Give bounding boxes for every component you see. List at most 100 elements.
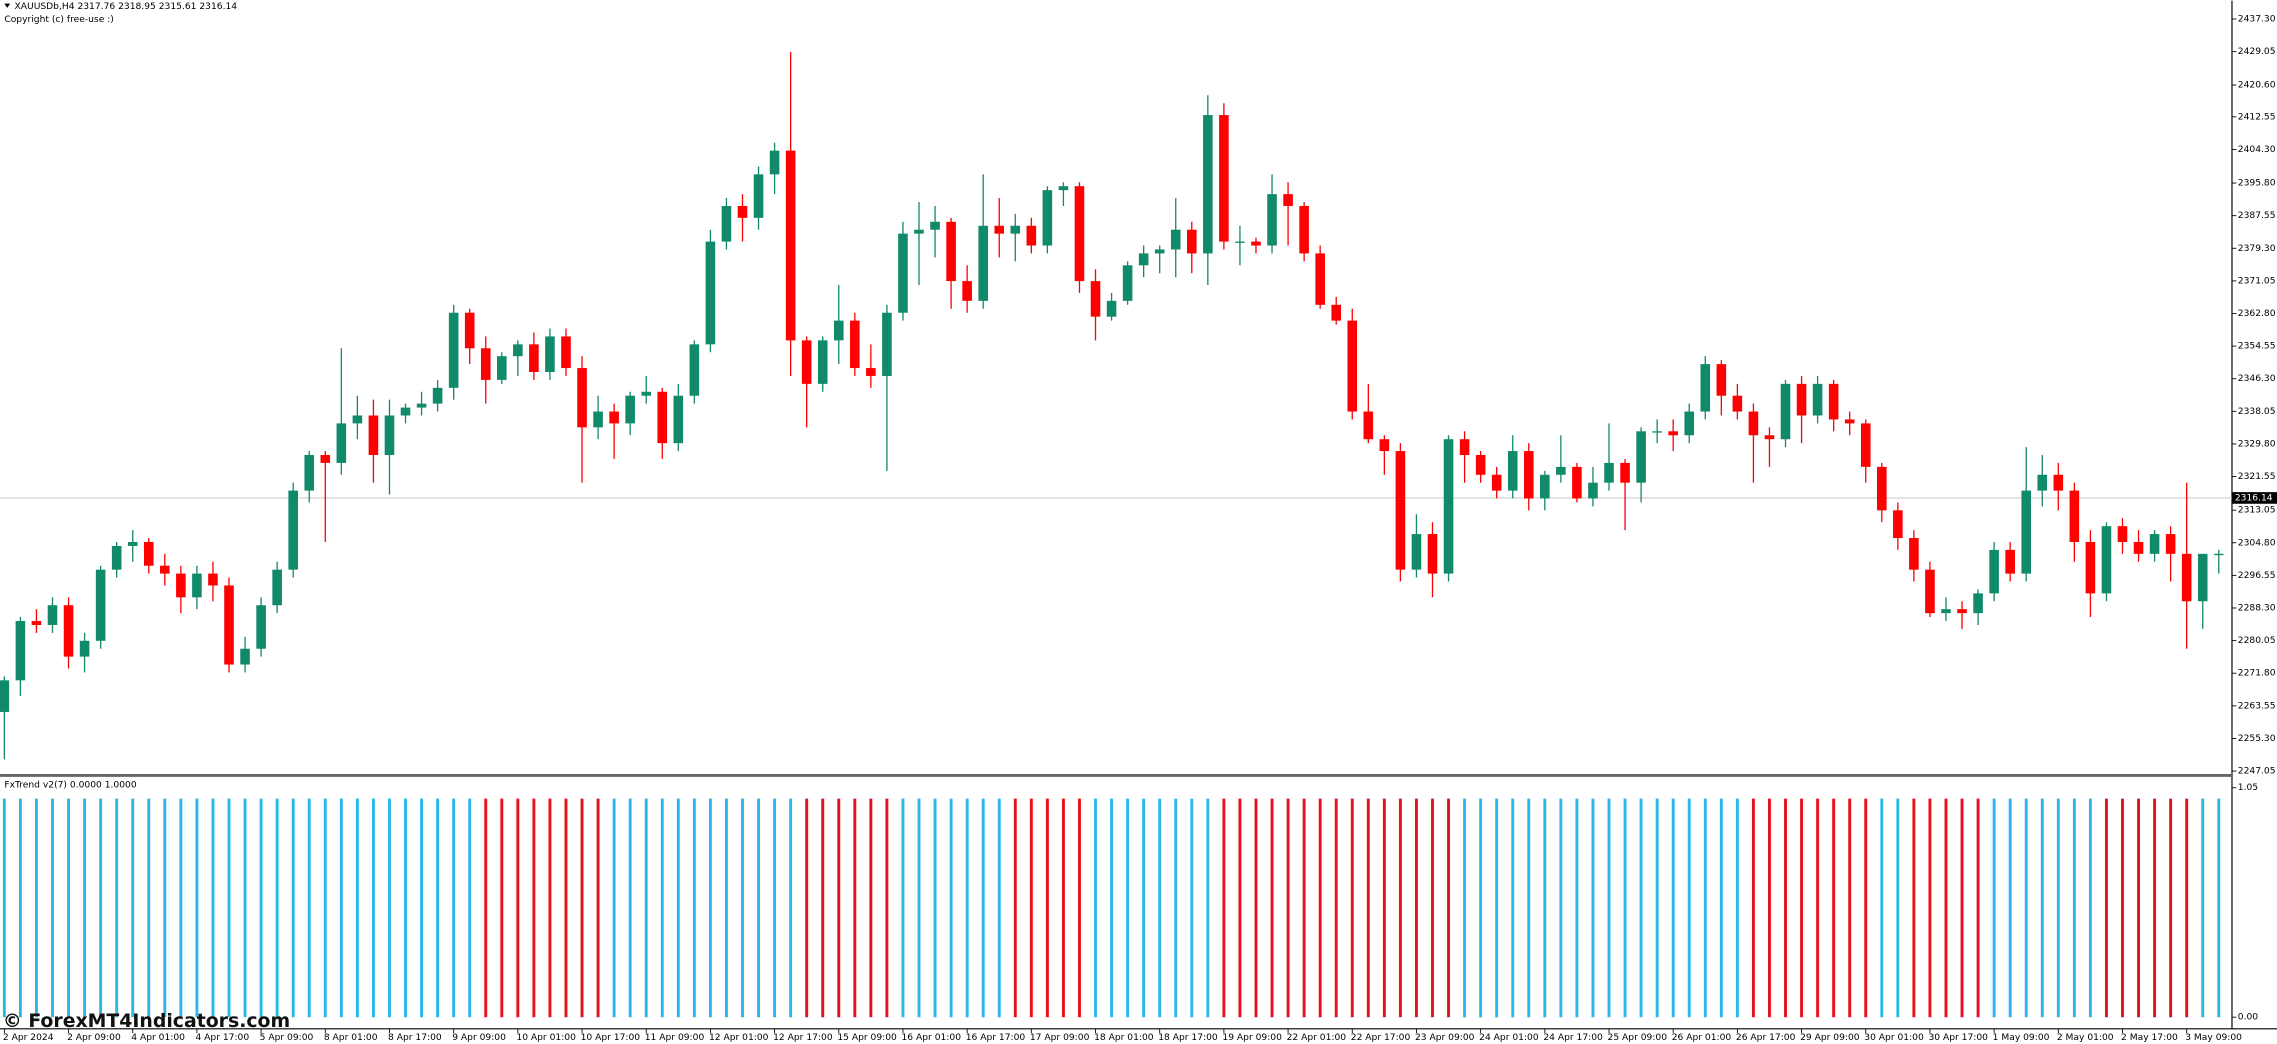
indicator-title: FxTrend v2(7) 0.0000 1.0000: [4, 780, 137, 790]
candle-body: [95, 569, 106, 641]
x-tick-label: 29 Apr 09:00: [1800, 1033, 1860, 1043]
candle-body: [1122, 265, 1133, 301]
candle-body: [1540, 474, 1550, 499]
candle-body: [1459, 439, 1470, 456]
candle-body: [1010, 225, 1021, 234]
candle-body: [368, 415, 379, 456]
y-tick-label: 2412.55: [2238, 112, 2276, 122]
y-tick-label: 2379.30: [2238, 244, 2276, 254]
x-tick-label: 3 May 09:00: [2185, 1033, 2242, 1043]
candle-body: [850, 320, 860, 369]
candle-body: [336, 423, 347, 463]
candle-body: [2133, 541, 2144, 554]
menu-arrow[interactable]: [4, 3, 11, 8]
y-tick-label: 2395.80: [2238, 179, 2276, 189]
x-tick-label: 2 May 17:00: [2121, 1033, 2178, 1043]
candle-body: [320, 455, 331, 463]
candle-body: [1844, 419, 1855, 424]
candle-body: [801, 340, 812, 384]
candle-body: [1074, 186, 1085, 282]
candle-body: [641, 391, 652, 396]
candle-body: [513, 344, 523, 357]
candle-body: [1877, 466, 1887, 511]
candle-body: [1716, 364, 1727, 396]
indicator-tick-label: 1.05: [2238, 783, 2259, 793]
candle-body: [1668, 431, 1678, 436]
x-tick-label: 26 Apr 17:00: [1736, 1033, 1796, 1043]
candle-body: [1347, 320, 1358, 412]
y-tick-label: 2437.30: [2238, 15, 2276, 25]
candle-body: [833, 320, 844, 341]
candle-body: [737, 205, 748, 218]
candle-body: [1411, 534, 1422, 570]
candle-body: [1058, 186, 1069, 191]
x-tick-label: 4 Apr 17:00: [195, 1033, 249, 1043]
candle-body: [47, 605, 58, 625]
x-tick-label: 9 Apr 09:00: [452, 1033, 506, 1043]
candle-body: [256, 605, 266, 649]
candle-body: [416, 403, 427, 408]
candle-body: [1764, 435, 1775, 440]
candle-body: [464, 312, 475, 349]
candle-body: [143, 541, 154, 566]
y-tick-label: 2263.55: [2238, 701, 2276, 711]
candle-body: [497, 356, 507, 380]
candle-body: [1796, 383, 1807, 416]
y-tick-label: 2329.80: [2238, 439, 2276, 449]
x-tick-label: 24 Apr 17:00: [1543, 1033, 1603, 1043]
candle-body: [866, 368, 876, 376]
candle-body: [31, 621, 42, 625]
candle-body: [577, 368, 587, 428]
y-tick-label: 2280.05: [2238, 636, 2276, 646]
y-tick-label: 2371.05: [2238, 276, 2276, 286]
candle-body: [1748, 411, 1759, 436]
candle-body: [1909, 538, 1919, 570]
y-tick-label: 2304.80: [2238, 538, 2276, 548]
x-tick-label: 22 Apr 17:00: [1351, 1033, 1411, 1043]
candle-body: [160, 565, 170, 574]
x-tick-label: 24 Apr 01:00: [1479, 1033, 1539, 1043]
candle-body: [2197, 553, 2208, 602]
symbol-header: XAUUSDb,H4 2317.76 2318.95 2315.61 2316.…: [15, 2, 238, 12]
candle-body: [192, 573, 202, 598]
candle-body: [673, 395, 684, 444]
x-tick-label: 16 Apr 01:00: [902, 1033, 962, 1043]
candle-body: [689, 344, 700, 396]
candle-body: [1941, 609, 1951, 614]
candle-body: [1812, 383, 1823, 416]
candle-body: [1203, 115, 1213, 254]
candle-body: [545, 336, 555, 373]
candle-body: [914, 229, 924, 234]
candle-body: [15, 621, 26, 681]
candle-body: [1507, 451, 1518, 491]
y-tick-label: 2255.30: [2238, 734, 2276, 744]
candle-body: [1652, 431, 1662, 433]
candle-body: [1251, 241, 1261, 246]
candle-body: [1283, 194, 1293, 206]
x-tick-label: 5 Apr 09:00: [260, 1033, 314, 1043]
candle-body: [1395, 451, 1406, 570]
candle-body: [769, 150, 780, 175]
candle-body: [2053, 474, 2064, 491]
candle-body: [1154, 249, 1165, 254]
y-tick-label: 2404.30: [2238, 145, 2276, 155]
candle-body: [1828, 383, 1839, 420]
y-tick-label: 2313.05: [2238, 506, 2276, 516]
candle-body: [1090, 281, 1101, 317]
candle-body: [304, 455, 315, 491]
candle-body: [1491, 474, 1502, 491]
x-tick-label: 30 Apr 01:00: [1864, 1033, 1924, 1043]
candle-body: [2005, 549, 2015, 574]
y-tick-label: 2420.60: [2238, 81, 2276, 91]
candle-body: [1556, 466, 1566, 475]
y-tick-label: 2296.55: [2238, 571, 2276, 581]
candle-body: [2117, 526, 2128, 542]
candle-body: [127, 541, 138, 546]
candle-body: [2101, 526, 2112, 594]
candle-body: [1379, 439, 1390, 452]
candle-body: [240, 648, 250, 665]
candle-body: [1989, 549, 1999, 594]
candle-body: [1780, 383, 1791, 440]
candle-body: [1235, 241, 1245, 243]
